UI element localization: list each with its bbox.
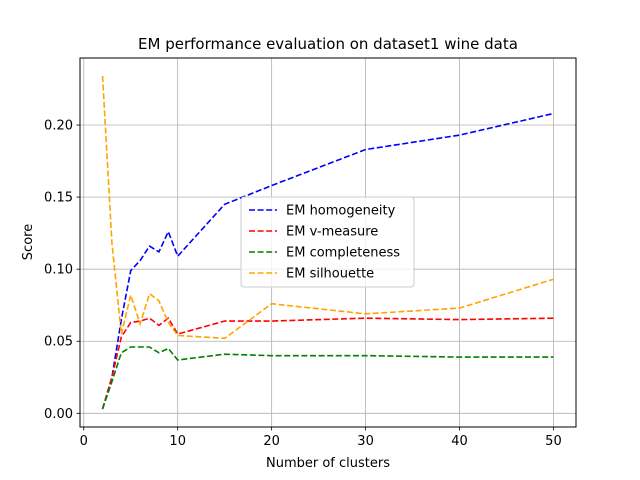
y-tick-label: 0.05 (44, 335, 73, 350)
x-tick-label: 10 (169, 434, 186, 449)
legend-label: EM v-measure (286, 225, 378, 240)
series-line-2 (101, 346, 554, 410)
y-tick-label: 0.20 (44, 119, 73, 134)
x-tick-label: 40 (451, 434, 468, 449)
legend: EM homogeneity EM v-measure EM completenes… (240, 196, 415, 288)
x-tick-label: 0 (80, 434, 88, 449)
legend-label: EM completeness (286, 246, 400, 261)
legend-box (240, 196, 415, 288)
series-line-3 (101, 75, 554, 340)
x-tick-label: 50 (545, 434, 562, 449)
x-tick-label: 20 (263, 434, 280, 449)
legend-label: EM homogeneity (286, 204, 396, 219)
legend-label: EM silhouette (286, 267, 374, 282)
y-axis-label: Score (21, 224, 36, 260)
chart-title: EM performance evaluation on dataset1 wi… (138, 35, 518, 53)
series-lines (101, 75, 554, 410)
y-tick-label: 0.15 (44, 191, 73, 206)
plot-frame (79, 57, 577, 428)
x-tick-label: 30 (357, 434, 374, 449)
y-tick-label: 0.00 (44, 407, 73, 422)
series-line-0 (101, 112, 554, 410)
ticks: 0 10 20 30 40 50 0.00 0.05 0.10 0.15 0.20 (44, 119, 562, 449)
series-line-1 (101, 316, 554, 410)
y-tick-label: 0.10 (44, 263, 73, 278)
x-axis-label: Number of clusters (266, 456, 390, 471)
